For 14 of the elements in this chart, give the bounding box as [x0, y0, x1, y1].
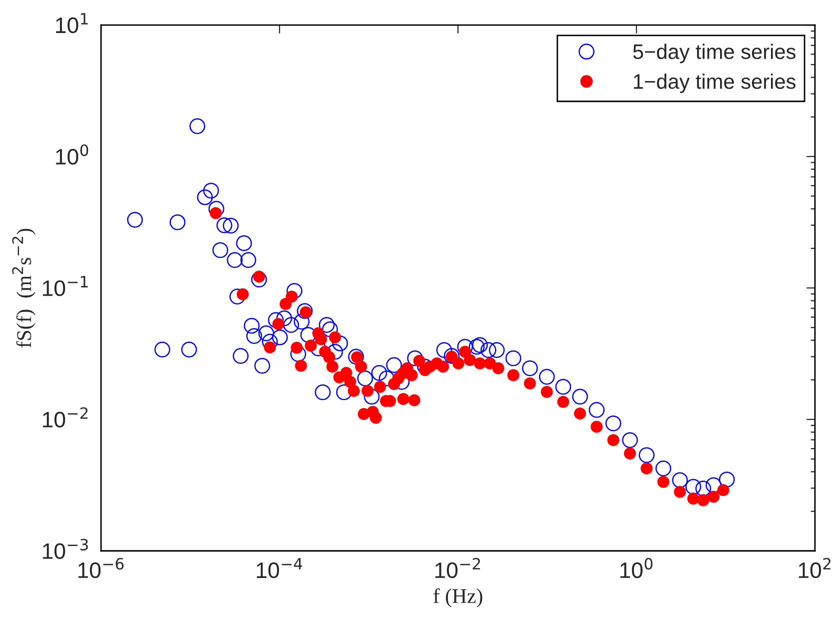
y-tick-label: 10$^{−1}$	[42, 276, 88, 296]
x-tick-label: 10$^{−2}$	[435, 558, 480, 578]
x-axis-title: f (Hz)	[433, 588, 482, 608]
x-tick-label: 10$^{−4}$	[256, 558, 302, 578]
y-axis-title: fS(f) (m$^{2}$s$^{−2}$)	[12, 228, 36, 348]
y-tick-label: 10$^{−2}$	[42, 407, 88, 428]
legend-label: 1−day time series	[634, 74, 796, 94]
x-tick-label: 10$^{−6}$	[78, 558, 124, 578]
legend-label: 5−day time series	[633, 44, 796, 64]
y-tick-label: 10$^{1}$	[56, 13, 88, 34]
x-tick-label: 10$^{0}$	[620, 558, 652, 578]
y-tick-label: 10$^{−3}$	[42, 538, 88, 559]
y-tick-label: 10$^{0}$	[56, 144, 88, 165]
x-tick-label: 10$^{2}$	[798, 558, 830, 578]
